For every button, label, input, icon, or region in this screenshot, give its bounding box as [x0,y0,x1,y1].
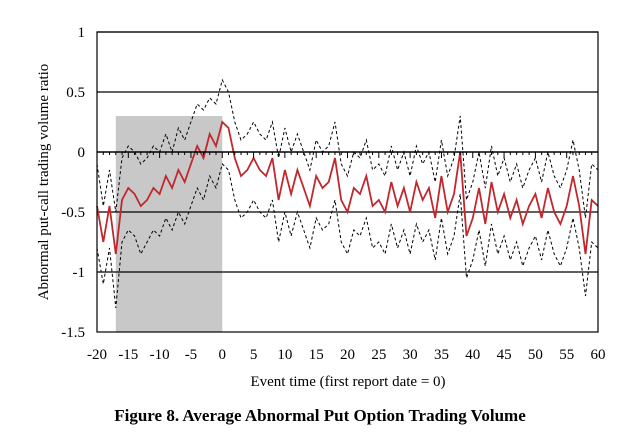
x-tick-label: 60 [591,347,606,363]
y-tick-label: -0.5 [61,205,85,221]
axes [96,31,599,333]
chart: 1 0.5 0 -0.5 -1 -1.5 -20 -15 -10 -5 0 5 10 15 20 25 30 3… [36,25,606,390]
x-tick-label: 40 [465,347,480,363]
x-tick-label: 55 [559,347,574,363]
x-tick-label: -10 [150,347,170,363]
upper-band-line [96,78,599,219]
x-tick-label: 45 [497,347,512,363]
y-tick-label: -1.5 [61,325,85,341]
plot-frame [96,31,599,333]
series-layer [96,78,599,309]
x-tick-label: 30 [403,347,418,363]
y-tick-label: 0.5 [66,85,85,101]
x-axis-title: Event time (first report date = 0) [250,374,445,390]
x-tick-label: 15 [309,347,324,363]
x-tick-label: 10 [277,347,292,363]
y-tick-label: 0 [78,145,86,161]
y-tick-label: -1 [73,265,86,281]
x-tick-label: 5 [250,347,258,363]
lower-band-line [96,163,599,309]
x-tick-label: 0 [219,347,227,363]
x-tick-label: -20 [87,347,107,363]
x-tick-label: -15 [118,347,138,363]
figure-caption: Figure 8. Average Abnormal Put Option Tr… [114,406,526,425]
x-tick-label: 20 [340,347,355,363]
x-tick-label: 25 [371,347,386,363]
mean-series-line [96,120,599,255]
x-tick-label: 50 [528,347,543,363]
y-tick-label: 1 [78,25,86,41]
y-axis-title: Abnormal put-call trading volume ratio [36,64,52,301]
x-tick-label: -5 [185,347,198,363]
y-tick-labels: 1 0.5 0 -0.5 -1 -1.5 [61,25,85,341]
x-tick-label: 35 [434,347,449,363]
x-tick-labels: -20 -15 -10 -5 0 5 10 15 20 25 30 35 40 45 50 55 60 [87,347,606,363]
